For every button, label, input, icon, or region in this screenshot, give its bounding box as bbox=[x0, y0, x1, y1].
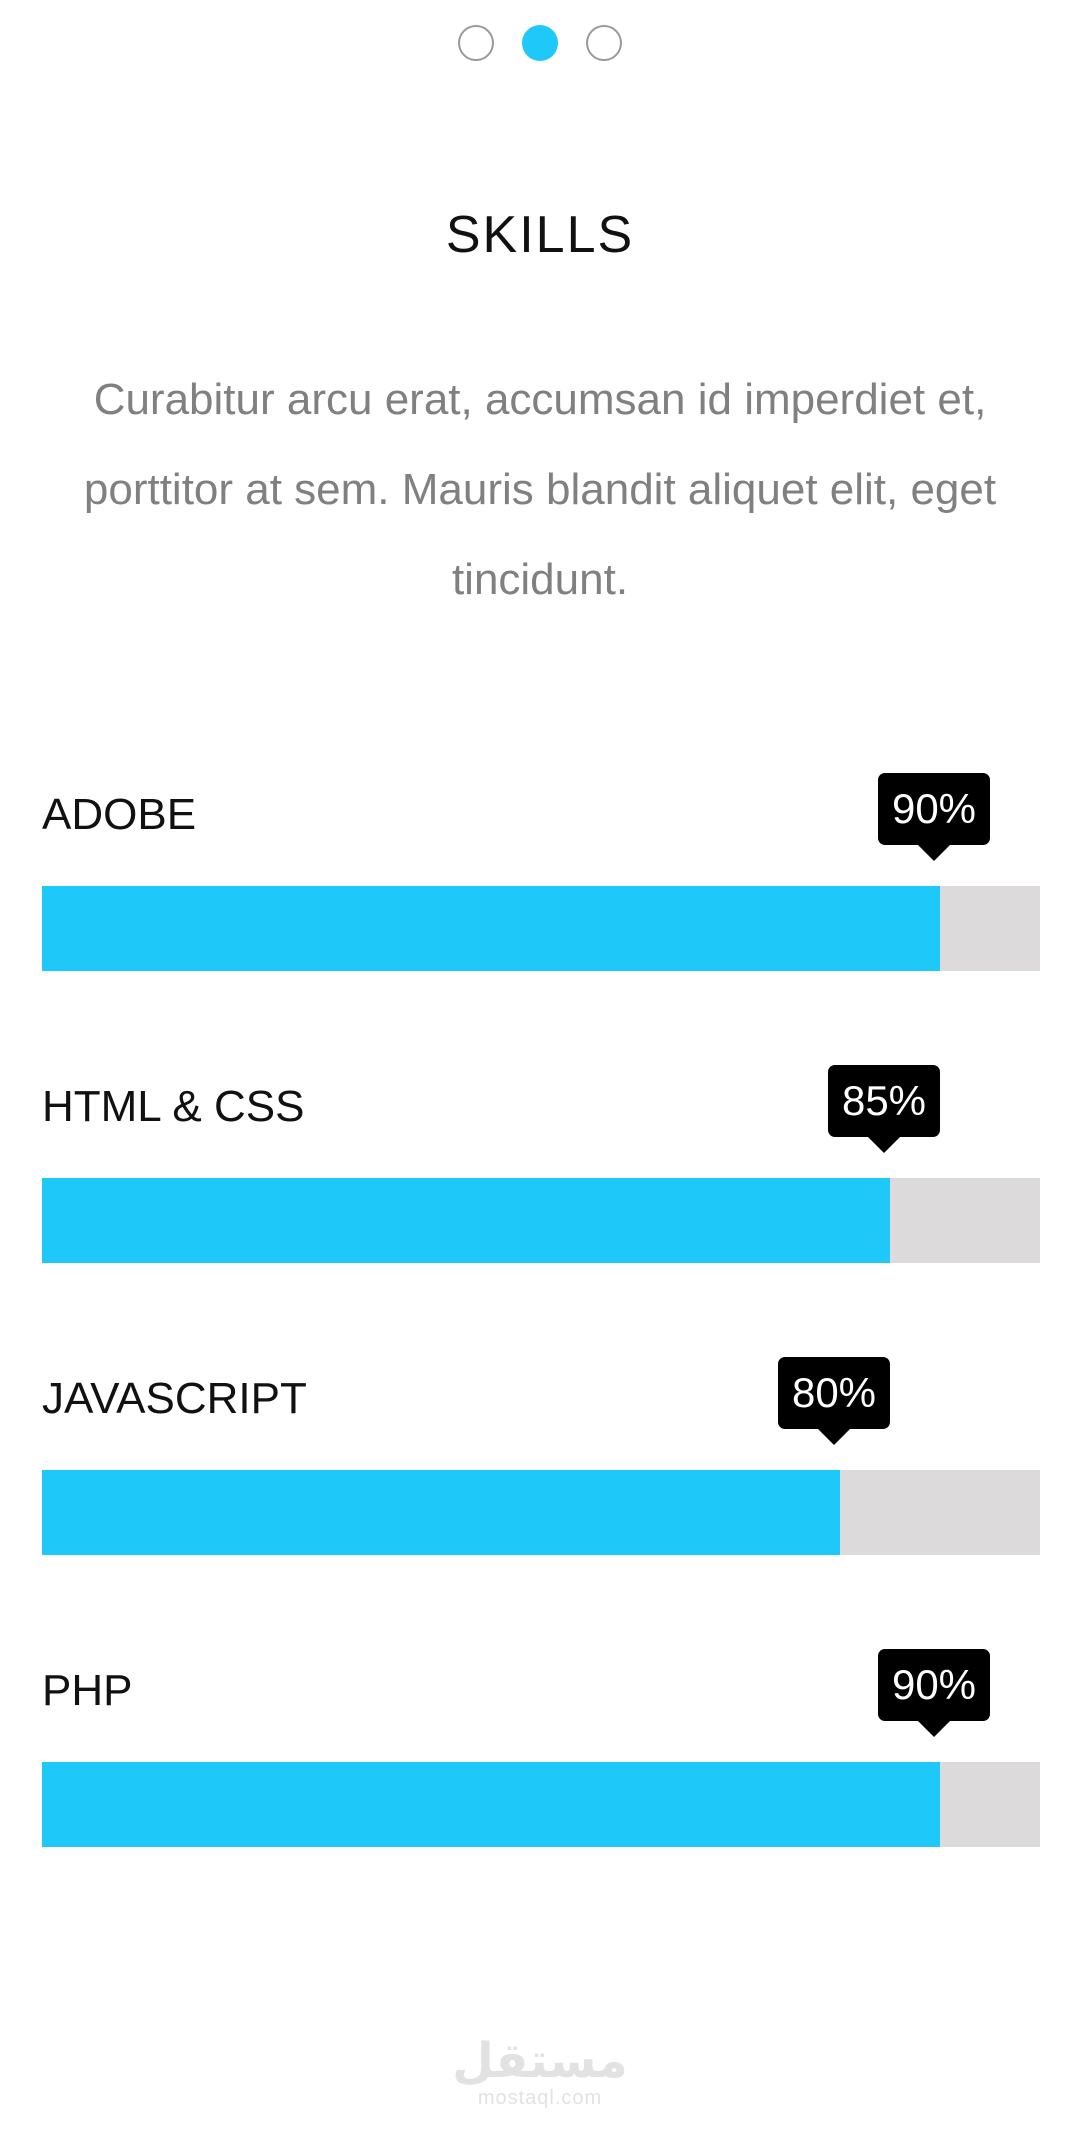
skill-progress-track bbox=[42, 1762, 1040, 1847]
skill-item: ADOBE 90% bbox=[42, 773, 1040, 1077]
skill-label: JAVASCRIPT bbox=[42, 1374, 307, 1423]
skill-percent-tooltip: 85% bbox=[828, 1065, 940, 1153]
skill-progress-fill bbox=[42, 1178, 890, 1263]
page-dot-3[interactable] bbox=[586, 25, 622, 61]
watermark-logo-text: مستقل bbox=[452, 2033, 628, 2089]
section-title: SKILLS bbox=[445, 206, 635, 264]
skill-label: ADOBE bbox=[42, 790, 197, 839]
watermark-logo: مستقل mostaql.com bbox=[0, 2035, 1080, 2109]
page-indicator bbox=[0, 25, 1080, 61]
page-dot-2[interactable] bbox=[522, 25, 558, 61]
skill-progress-fill bbox=[42, 1470, 840, 1555]
skill-progress-track bbox=[42, 886, 1040, 971]
page-dot-1[interactable] bbox=[458, 25, 494, 61]
skill-progress-fill bbox=[42, 1762, 940, 1847]
watermark-domain: mostaql.com bbox=[477, 2087, 603, 2109]
skill-progress-fill bbox=[42, 886, 940, 971]
skill-percent-tooltip: 90% bbox=[878, 773, 990, 861]
section-description: Curabitur arcu erat, accumsan id imperdi… bbox=[83, 375, 997, 604]
skill-item: JAVASCRIPT 80% bbox=[42, 1357, 1040, 1661]
skill-percent-tooltip: 80% bbox=[778, 1357, 890, 1445]
skill-progress-track bbox=[42, 1178, 1040, 1263]
skill-percent-tooltip: 90% bbox=[878, 1649, 990, 1737]
skill-item: PHP 90% bbox=[42, 1649, 1040, 1953]
skill-label: PHP bbox=[42, 1666, 133, 1715]
skills-list: ADOBE 90% HTML & CSS 85% JAVASCRIPT 80% … bbox=[42, 773, 1040, 1953]
skill-item: HTML & CSS 85% bbox=[42, 1065, 1040, 1369]
skill-label: HTML & CSS bbox=[42, 1082, 305, 1131]
skill-progress-track bbox=[42, 1470, 1040, 1555]
